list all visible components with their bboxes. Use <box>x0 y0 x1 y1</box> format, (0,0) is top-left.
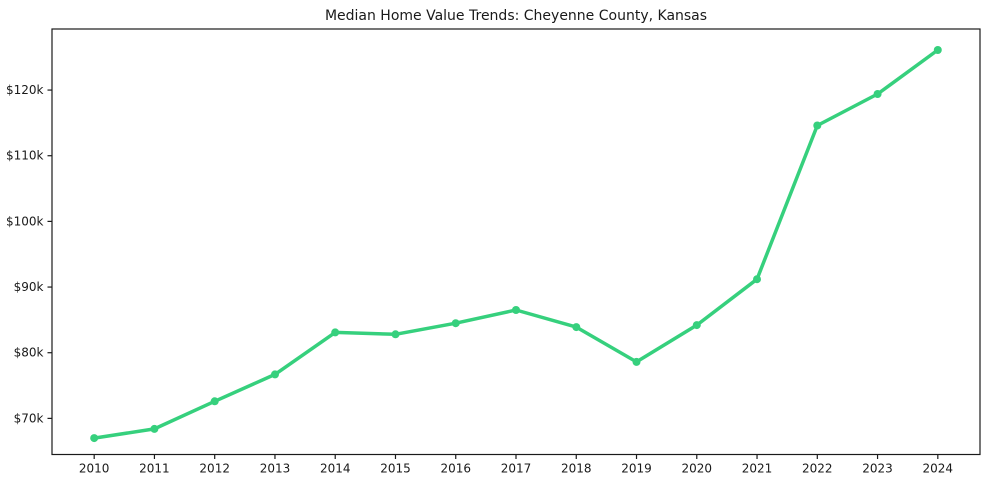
y-tick-label: $80k <box>14 346 44 360</box>
x-tick-label: 2019 <box>621 462 652 476</box>
chart-title: Median Home Value Trends: Cheyenne Count… <box>325 8 707 24</box>
axes-frame <box>51 28 981 456</box>
x-tick-label: 2023 <box>862 462 893 476</box>
x-tick-label: 2010 <box>79 462 110 476</box>
x-tick-label: 2017 <box>501 462 532 476</box>
data-point <box>451 319 460 328</box>
data-point <box>873 90 882 98</box>
series-line <box>92 48 940 440</box>
y-tick-label: $70k <box>14 411 44 425</box>
y-tick-label: $120k <box>6 83 44 97</box>
plot-area: $70k $80k $90k $100k $110k $120k 2010 2011 2012 2… <box>6 28 981 476</box>
data-point <box>90 434 99 443</box>
x-tick-label: 2020 <box>682 462 713 476</box>
x-tick-label: 2012 <box>199 462 230 476</box>
data-point <box>391 330 400 339</box>
x-tick-label: 2013 <box>260 462 291 476</box>
x-tick-label: 2014 <box>320 462 351 476</box>
x-tick-label: 2015 <box>380 462 411 476</box>
data-point <box>813 121 822 130</box>
x-tick-label: 2011 <box>139 462 170 476</box>
x-tick-label: 2021 <box>742 462 773 476</box>
x-tick-label: 2022 <box>802 462 833 476</box>
data-point <box>632 357 641 366</box>
data-point <box>271 370 279 379</box>
data-point <box>512 306 520 314</box>
data-point <box>933 46 942 54</box>
data-point <box>753 275 761 284</box>
data-point <box>210 397 219 406</box>
x-tick-label: 2018 <box>561 462 592 476</box>
data-point <box>331 328 340 337</box>
x-tick-label: 2016 <box>440 462 471 476</box>
y-tick-label: $90k <box>14 280 44 294</box>
y-tick-label: $100k <box>6 214 44 228</box>
data-point <box>572 323 581 332</box>
data-point <box>150 424 159 433</box>
y-tick-label: $110k <box>6 149 44 163</box>
x-tick-label: 2024 <box>923 462 954 476</box>
data-point <box>692 321 701 330</box>
